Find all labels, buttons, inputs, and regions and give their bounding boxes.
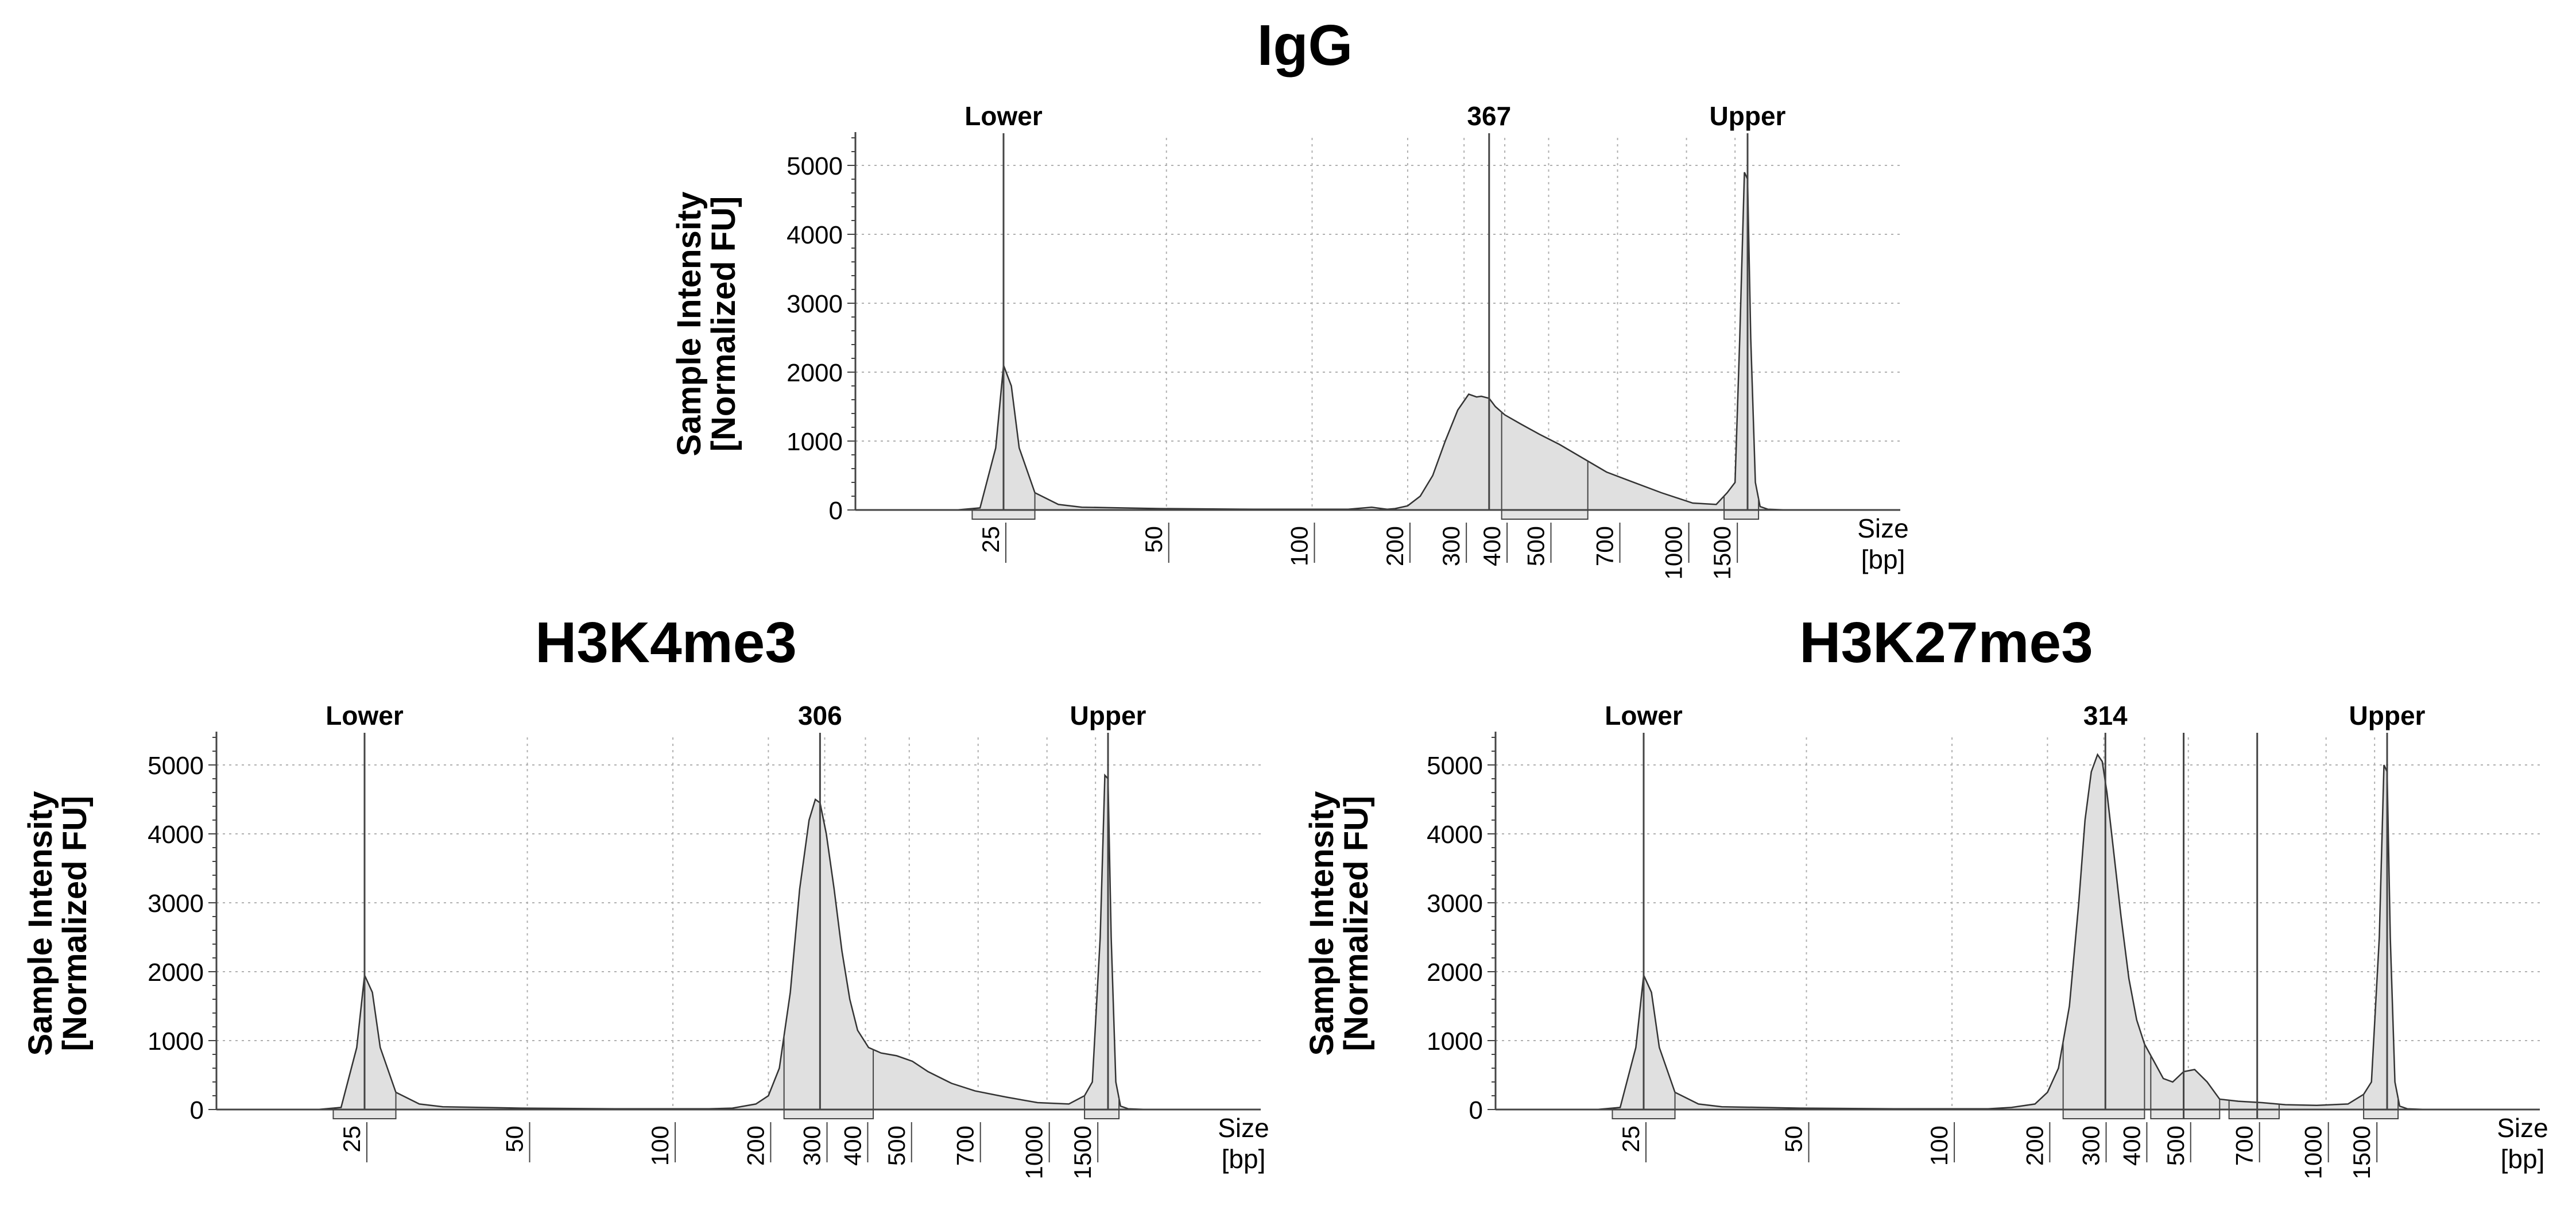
x-tick-label: 50 [1780,1126,1807,1153]
y-axis-unit: [Normalized FU] [56,796,94,1052]
y-tick-label: 1000 [787,428,843,456]
x-axis-unit: [bp] [1222,1144,1266,1174]
x-tick-label: 1500 [1709,526,1736,579]
x-tick-label: 700 [1591,526,1618,566]
y-tick-label: 5000 [787,152,843,180]
chart-title-h3k4me3: H3K4me3 [535,610,797,675]
peak-region-box [2062,1109,2145,1119]
x-tick-label: 1000 [2300,1126,2327,1179]
y-tick-label: 2000 [787,359,843,387]
x-tick-label: 200 [742,1126,769,1166]
trace-line [1518,753,2473,1111]
x-tick-label: 100 [1285,526,1312,566]
trace-area [1518,755,2473,1110]
peak-label: Lower [326,701,404,730]
peak-region-box [2363,1109,2399,1119]
y-tick-label: 4000 [787,221,843,249]
x-tick-label: 25 [338,1126,365,1153]
peak-label: Lower [1605,701,1683,730]
y-tick-label: 0 [1469,1096,1483,1124]
x-tick-label: 500 [1522,526,1549,566]
trace-line [878,172,1834,511]
x-tick-label: 400 [839,1126,866,1166]
x-tick-label: 50 [1140,526,1167,553]
peak-label: 367 [1467,101,1511,131]
trace-area [878,172,1834,510]
x-tick-label: 25 [1617,1126,1644,1153]
x-tick-label: 1000 [1660,526,1687,579]
x-tick-label: 700 [2231,1126,2258,1166]
peak-label: Lower [964,101,1043,131]
x-axis-label: Size [1857,513,1908,543]
y-axis-unit: [Normalized FU] [705,196,742,452]
y-tick-label: 3000 [1427,890,1483,918]
trace-line [239,773,1194,1111]
x-tick-label: 1500 [1069,1126,1096,1179]
y-tick-label: 1000 [1427,1027,1483,1056]
x-tick-label: 400 [1478,526,1505,566]
x-tick-label: 25 [977,526,1004,553]
y-tick-label: 5000 [148,752,204,780]
x-tick-label: 700 [952,1126,979,1166]
chart-title-igg: IgG [1257,13,1353,78]
y-tick-label: 3000 [148,890,204,918]
y-tick-label: 0 [190,1096,204,1124]
x-axis-unit: [bp] [2501,1144,2545,1174]
y-axis-label: Sample Intensity [22,791,59,1056]
peak-label: Upper [1070,701,1146,730]
x-axis-label: Size [1218,1113,1269,1143]
y-tick-label: 5000 [1427,752,1483,780]
y-tick-label: 1000 [148,1027,204,1056]
peak-label: Upper [2349,701,2426,730]
x-tick-label: 1500 [2348,1126,2375,1179]
peak-label: Upper [1710,101,1786,131]
chart-title-h3k27me3: H3K27me3 [1799,610,2093,675]
peak-label: 306 [798,701,842,730]
x-tick-label: 200 [2021,1126,2048,1166]
peak-region-box [2228,1109,2280,1119]
x-tick-label: 500 [883,1126,910,1166]
x-tick-label: 50 [501,1126,528,1153]
x-tick-label: 300 [799,1126,826,1166]
x-tick-label: 100 [1926,1126,1953,1166]
y-axis-unit: [Normalized FU] [1338,796,1375,1052]
y-tick-label: 2000 [148,958,204,987]
trace-area [239,775,1194,1110]
peak-region-box [2150,1109,2221,1119]
peak-label: 314 [2083,701,2128,730]
peak-region-box [1612,1109,1676,1119]
y-tick-label: 4000 [1427,821,1483,849]
y-tick-label: 2000 [1427,958,1483,987]
x-tick-label: 300 [1438,526,1465,566]
x-tick-label: 100 [646,1126,673,1166]
x-axis-label: Size [2497,1113,2548,1143]
y-tick-label: 4000 [148,821,204,849]
x-tick-label: 400 [2118,1126,2145,1166]
x-tick-label: 300 [2078,1126,2105,1166]
y-axis-label: Sample Intensity [671,192,708,457]
x-axis-unit: [bp] [1861,544,1905,574]
x-tick-label: 1000 [1021,1126,1048,1179]
y-tick-label: 0 [829,497,843,525]
y-axis-label: Sample Intensity [1303,791,1341,1056]
y-tick-label: 3000 [787,290,843,318]
x-tick-label: 200 [1381,526,1408,566]
x-tick-label: 500 [2162,1126,2189,1166]
